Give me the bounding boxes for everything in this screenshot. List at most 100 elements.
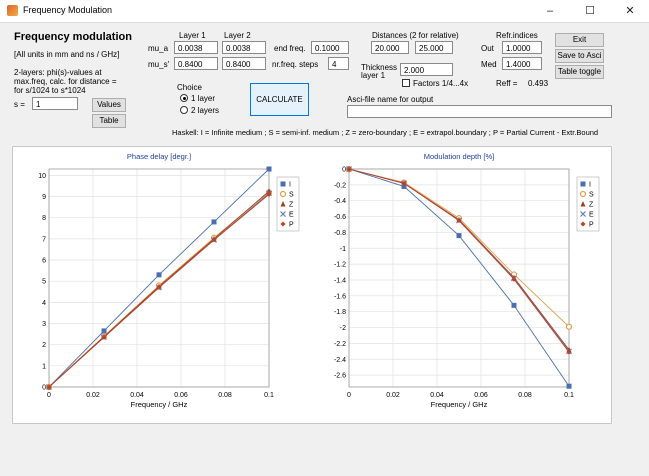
table-toggle-button[interactable]: Table toggle	[555, 65, 604, 79]
y-tick-label: 10	[38, 173, 46, 180]
x-tick-label: 0.06	[474, 392, 488, 399]
radio-1-layer-label: 1 layer	[191, 94, 216, 103]
y-tick-label: -0.8	[334, 230, 346, 237]
y-tick-label: 3	[42, 321, 46, 328]
legend-marker-E	[580, 211, 586, 217]
legend-label-P: P	[289, 222, 294, 229]
reff-label: Reff =	[496, 79, 518, 88]
phase-delay-chart: Phase delay [degr.] 0 1 2 3 4 5 6 7 8 9 10 0 0.02 0.04…	[38, 152, 300, 409]
y-tick-label: -1.2	[334, 262, 346, 269]
calculate-button[interactable]: CALCULATE	[250, 83, 309, 116]
mus-layer2-input[interactable]: 0.8400	[222, 57, 266, 70]
mua-layer1-input[interactable]: 0.0038	[174, 41, 218, 54]
mua-layer2-input[interactable]: 0.0038	[222, 41, 266, 54]
maximize-button[interactable]: ☐	[585, 5, 595, 17]
data-point-I	[156, 272, 162, 278]
close-button[interactable]: ✕	[625, 5, 635, 17]
s-label: s =	[14, 100, 25, 109]
distance-2-input[interactable]: 25.000	[415, 41, 453, 54]
series-line-P	[48, 194, 270, 388]
note-line-3: for s/1024 to s*1024	[14, 86, 86, 95]
window-title: Frequency Modulation	[23, 5, 113, 15]
factors-label: Factors 1/4...4x	[413, 79, 469, 88]
units-note: [All units in mm and ns / GHz]	[14, 50, 120, 59]
legend-label-E: E	[589, 212, 594, 219]
exit-button[interactable]: Exit	[555, 33, 604, 47]
mus-layer1-input[interactable]: 0.8400	[174, 57, 218, 70]
data-point-P	[101, 334, 107, 340]
haskell-legend: Haskell: I = Infinite medium ; S = semi-…	[172, 128, 599, 137]
freq-steps-input[interactable]: 4	[328, 57, 349, 70]
layer1-label: Layer 1	[179, 31, 206, 40]
y-tick-label: -2.4	[334, 357, 346, 364]
legend-marker-P	[280, 221, 286, 227]
x-tick-label: 0.1	[564, 392, 574, 399]
data-point-I	[511, 302, 517, 308]
legend-label-Z: Z	[589, 202, 594, 209]
data-point-P	[46, 384, 52, 390]
x-axis-label: Frequency / GHz	[131, 400, 188, 409]
x-axis-label: Frequency / GHz	[431, 400, 488, 409]
legend-label-I: I	[589, 182, 591, 189]
data-point-P	[401, 180, 407, 186]
x-tick-label: 0.02	[86, 392, 100, 399]
y-tick-label: 6	[42, 258, 46, 265]
plot-frame	[48, 168, 270, 388]
legend-box	[276, 176, 300, 232]
s-input[interactable]: 1	[32, 97, 78, 110]
distance-1-input[interactable]: 20.000	[371, 41, 409, 54]
thickness-input[interactable]: 2.000	[400, 63, 453, 76]
legend-marker-I	[280, 181, 286, 187]
legend-marker-Z	[280, 201, 286, 207]
x-tick-label: 0	[47, 392, 51, 399]
data-point-I	[101, 328, 107, 334]
legend-label-P: P	[589, 222, 594, 229]
legend-label-Z: Z	[289, 202, 294, 209]
factors-checkbox[interactable]	[402, 79, 410, 87]
data-point-I	[401, 183, 407, 189]
y-tick-label: -2.6	[334, 373, 346, 380]
series-line-I	[48, 168, 270, 388]
end-freq-label: end freq.	[274, 44, 306, 53]
y-tick-label: -1.4	[334, 277, 346, 284]
legend-label-I: I	[289, 182, 291, 189]
table-button[interactable]: Table	[92, 114, 126, 128]
reff-value: 0.493	[528, 79, 549, 88]
y-tick-label: -2.2	[334, 341, 346, 348]
x-tick-label: 0.1	[264, 392, 274, 399]
modulation-depth-chart: Modulation depth [%] 0 -0.2 -0.4 -0.6 -0.8 -1 -…	[334, 152, 600, 409]
y-tick-label: 5	[42, 279, 46, 286]
data-point-P	[211, 237, 217, 243]
x-tick-label: 0	[347, 392, 351, 399]
refr-med-input[interactable]: 1.4000	[502, 57, 542, 70]
legend-box	[576, 176, 600, 232]
radio-2-layers[interactable]	[180, 106, 188, 114]
distances-label: Distances (2 for relative)	[372, 31, 459, 40]
data-point-P	[156, 285, 162, 291]
note-line-2: max.freq, calc. for distance =	[14, 77, 117, 86]
refr-med-label: Med	[481, 60, 497, 69]
refr-out-label: Out	[481, 44, 494, 53]
refr-out-input[interactable]: 1.0000	[502, 41, 542, 54]
series-line-Z	[348, 168, 570, 351]
choice-label: Choice	[177, 83, 202, 92]
ascii-filename-input[interactable]	[347, 105, 612, 118]
x-tick-label: 0.04	[130, 392, 144, 399]
end-freq-input[interactable]: 0.1000	[311, 41, 349, 54]
legend-marker-S	[279, 190, 287, 198]
data-point-P	[566, 349, 572, 355]
legend-label-S: S	[289, 192, 294, 199]
x-tick-label: 0.04	[430, 392, 444, 399]
chart-title: Phase delay [degr.]	[127, 152, 191, 161]
x-tick-label: 0.06	[174, 392, 188, 399]
thickness-label-1: Thickness	[361, 63, 398, 72]
values-button[interactable]: Values	[92, 98, 126, 112]
chart-title: Modulation depth [%]	[424, 152, 494, 161]
data-point-P	[266, 191, 272, 197]
series-line-S	[348, 168, 570, 328]
minimize-button[interactable]: –	[546, 5, 554, 17]
save-ascii-button[interactable]: Save to Asci	[555, 49, 604, 63]
thickness-label-2: layer 1	[361, 71, 386, 80]
radio-1-layer[interactable]	[180, 94, 188, 102]
mua-label: mu_a	[148, 44, 169, 53]
